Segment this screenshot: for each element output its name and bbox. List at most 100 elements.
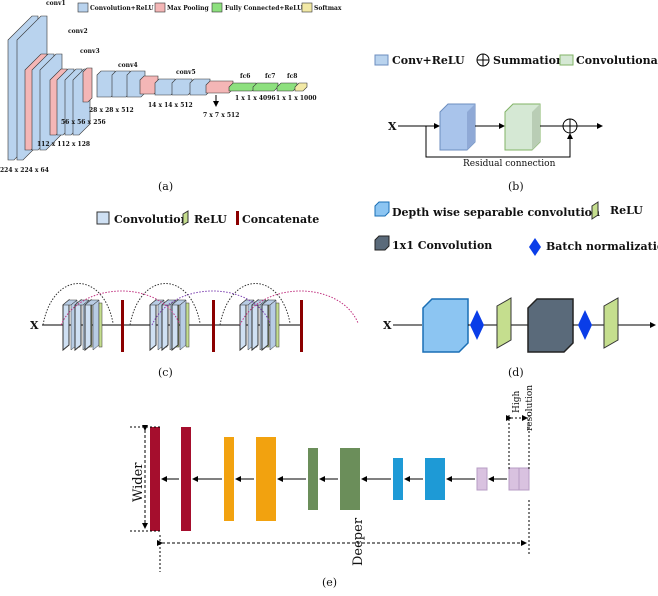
relu-legend-icon	[591, 201, 599, 220]
convolution-block	[62, 298, 70, 352]
input-x: X	[383, 319, 392, 332]
feature-bar	[150, 427, 160, 531]
panel-b: Conv+ReLU Summation Convolutional X Resi…	[374, 53, 658, 193]
caption-d: (d)	[508, 366, 524, 379]
concatenate-legend-icon	[236, 211, 239, 225]
caption-e: (e)	[322, 576, 337, 589]
dim-label: 1 x 1 x 1000	[276, 95, 317, 102]
label-fc8: fc8	[287, 73, 297, 80]
concatenate-bar	[300, 300, 303, 352]
legend-convolutional: Convolutional	[576, 54, 658, 67]
conv1x1-block	[527, 298, 574, 353]
caption-b: (b)	[508, 180, 524, 193]
relu-node	[603, 297, 619, 349]
input-x: X	[388, 120, 397, 133]
skip-connection	[219, 283, 291, 326]
relu-node	[496, 297, 512, 349]
dim-label: 112 x 112 x 128	[37, 141, 90, 148]
feature-bar	[340, 448, 350, 510]
panel-d: Depth wise separable convolution ReLU 1x…	[374, 201, 658, 379]
fc-layer	[276, 82, 298, 92]
skip-connection	[129, 283, 201, 326]
depthwise-legend-icon	[374, 201, 390, 217]
panel-e: Wider Deeper High resolution (e)	[130, 385, 535, 589]
relu-block	[98, 302, 103, 348]
dim-label: 1 x 1 x 4096	[235, 95, 276, 102]
feature-bar	[508, 467, 520, 491]
legend-relu: ReLU	[194, 213, 227, 226]
legend-convolution: Convolution	[114, 213, 189, 226]
softmax-layer	[294, 82, 308, 92]
panel-a: Convolution+ReLU Max Pooling Fully Conne…	[0, 0, 342, 193]
convolution-block	[149, 298, 157, 352]
max-pooling-legend-icon	[154, 2, 166, 13]
legend-conv-relu: Conv+ReLU	[392, 54, 465, 67]
batchnorm-legend-icon	[529, 238, 541, 256]
concatenate-bar	[212, 300, 215, 352]
caption-a: (a)	[158, 180, 173, 193]
residual-label: Residual connection	[463, 159, 556, 169]
legend-max-pooling: Max Pooling	[167, 5, 209, 12]
dim-label: 224 x 224 x 64	[0, 167, 49, 174]
relu-block	[185, 302, 190, 348]
convolution-block	[261, 298, 269, 352]
skip-connection	[60, 290, 180, 326]
conv-layer	[171, 78, 193, 96]
batchnorm-node	[578, 310, 592, 340]
label-conv1: conv1	[46, 0, 66, 7]
high-label: High	[512, 391, 522, 413]
skip-connection	[42, 283, 114, 326]
legend-batch-norm: Batch normalization	[546, 240, 658, 253]
legend-concatenate: Concatenate	[242, 213, 319, 226]
label-conv2: conv2	[68, 28, 88, 35]
pool-layer	[82, 67, 93, 103]
convolution-legend-icon	[96, 211, 110, 225]
deeper-label: Deeper	[351, 517, 366, 566]
convolution-block	[239, 298, 247, 352]
label-conv5: conv5	[176, 69, 196, 76]
depthwise-conv-block	[422, 298, 469, 353]
feature-bar	[425, 458, 435, 500]
conv1x1-legend-icon	[374, 235, 390, 251]
dim-label: 7 x 7 x 512	[203, 112, 239, 119]
scaling-bars	[150, 427, 530, 531]
dense-blocks	[42, 283, 359, 352]
skip-connection	[151, 290, 271, 326]
input-x: X	[30, 319, 39, 332]
label-fc6: fc6	[240, 73, 250, 80]
vgg-layers	[7, 15, 308, 161]
legend-summation: Summation	[493, 54, 564, 67]
feature-bar	[308, 448, 318, 510]
feature-bar	[518, 467, 530, 491]
convolutional-legend-icon	[559, 54, 574, 66]
legend-1x1-conv: 1x1 Convolution	[392, 239, 492, 252]
feature-bar	[476, 467, 488, 491]
feature-bar	[393, 458, 403, 500]
label-conv4: conv4	[118, 62, 138, 69]
softmax-legend-icon	[301, 2, 313, 13]
fc-layer	[228, 82, 257, 92]
fc-legend-icon	[211, 2, 223, 13]
fc-layer	[252, 82, 279, 92]
caption-c: (c)	[158, 366, 173, 379]
batchnorm-node	[470, 310, 484, 340]
resolution-label: resolution	[525, 385, 535, 431]
feature-bar	[350, 448, 360, 510]
concatenate-bar	[121, 300, 124, 352]
legend-softmax: Softmax	[314, 5, 342, 12]
feature-bar	[224, 437, 234, 521]
legend-relu: ReLU	[610, 204, 643, 217]
legend-a: Convolution+ReLU Max Pooling Fully Conne…	[77, 2, 342, 13]
conv-relu-legend-icon	[374, 54, 389, 66]
skip-connection	[239, 290, 359, 326]
legend-depthwise: Depth wise separable convolution	[392, 206, 600, 219]
wider-label: Wider	[131, 462, 146, 502]
residual-connection	[425, 126, 573, 158]
feature-bar	[256, 437, 266, 521]
legend-conv-relu: Convolution+ReLU	[90, 5, 154, 12]
relu-block	[275, 302, 280, 348]
relu-legend-icon	[182, 210, 189, 226]
convolution-block	[171, 298, 179, 352]
dim-label: 14 x 14 x 512	[148, 102, 193, 109]
